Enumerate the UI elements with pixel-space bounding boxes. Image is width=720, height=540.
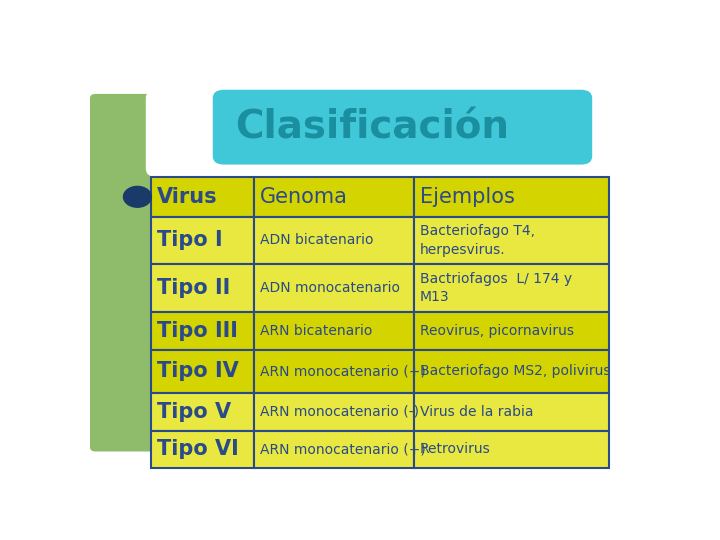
Bar: [254, 312, 415, 349]
Bar: [415, 393, 609, 431]
Bar: [415, 217, 609, 265]
Bar: [415, 431, 609, 468]
Text: Reovirus, picornavirus: Reovirus, picornavirus: [420, 324, 574, 338]
Text: Tipo II: Tipo II: [157, 278, 230, 298]
Text: Bactriofagos  L/ 174 y
M13: Bactriofagos L/ 174 y M13: [420, 272, 572, 305]
Bar: [415, 349, 609, 393]
Bar: [254, 431, 415, 468]
Text: Bacteriofago T4,
herpesvirus.: Bacteriofago T4, herpesvirus.: [420, 224, 535, 256]
Text: ADN monocatenario: ADN monocatenario: [260, 281, 400, 295]
Bar: [151, 312, 254, 349]
FancyBboxPatch shape: [213, 90, 593, 165]
Bar: [254, 349, 415, 393]
Text: Retrovirus: Retrovirus: [420, 442, 491, 456]
Text: Tipo V: Tipo V: [157, 402, 231, 422]
Text: Genoma: Genoma: [260, 187, 348, 207]
Bar: [415, 177, 609, 217]
Text: Tipo IV: Tipo IV: [157, 361, 239, 381]
Circle shape: [124, 186, 151, 207]
Bar: [151, 217, 254, 265]
Text: ARN monocatenario (+): ARN monocatenario (+): [260, 442, 426, 456]
Text: ARN monocatenario (-): ARN monocatenario (-): [260, 405, 419, 419]
Bar: [151, 265, 254, 312]
Text: Tipo I: Tipo I: [157, 231, 222, 251]
Text: ARN bicatenario: ARN bicatenario: [260, 324, 372, 338]
Text: Tipo VI: Tipo VI: [157, 440, 239, 460]
Bar: [151, 349, 254, 393]
Text: Bacteriofago MS2, polivirus: Bacteriofago MS2, polivirus: [420, 364, 611, 379]
Bar: [254, 177, 415, 217]
Bar: [151, 393, 254, 431]
Text: ARN monocatenario (+): ARN monocatenario (+): [260, 364, 426, 379]
Text: Virus de la rabia: Virus de la rabia: [420, 405, 534, 419]
Text: ADN bicatenario: ADN bicatenario: [260, 233, 374, 247]
Bar: [254, 393, 415, 431]
Text: Ejemplos: Ejemplos: [420, 187, 515, 207]
Text: Virus: Virus: [157, 187, 217, 207]
Bar: [254, 217, 415, 265]
Bar: [415, 312, 609, 349]
Bar: [151, 431, 254, 468]
FancyBboxPatch shape: [90, 94, 157, 451]
Bar: [254, 265, 415, 312]
FancyBboxPatch shape: [145, 90, 307, 177]
Text: Tipo III: Tipo III: [157, 321, 238, 341]
Bar: [415, 265, 609, 312]
Bar: [151, 177, 254, 217]
Text: Clasificación: Clasificación: [235, 108, 509, 146]
